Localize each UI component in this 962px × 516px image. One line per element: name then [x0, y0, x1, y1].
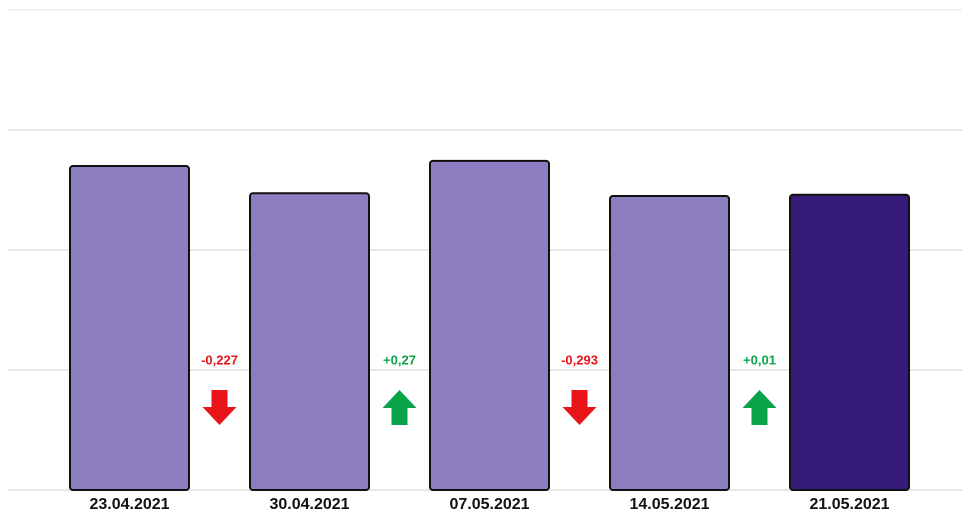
arrow-down — [562, 390, 597, 425]
x-tick-label: 21.05.2021 — [809, 496, 889, 513]
bar — [429, 159, 550, 491]
change-label: +0,01 — [743, 352, 776, 367]
arrow-up — [742, 390, 777, 425]
change-label: +0,27 — [383, 352, 416, 367]
x-tick-label: 07.05.2021 — [449, 496, 529, 513]
bar — [789, 193, 910, 492]
x-tick-label: 23.04.2021 — [89, 496, 169, 513]
bar — [609, 195, 730, 491]
arrow-up — [382, 390, 417, 425]
bar — [249, 192, 370, 492]
change-label: -0,227 — [201, 352, 238, 367]
x-tick-label: 30.04.2021 — [269, 496, 349, 513]
change-label: -0,293 — [561, 352, 598, 367]
x-tick-label: 14.05.2021 — [629, 496, 709, 513]
arrow-down — [202, 390, 237, 425]
bar — [69, 165, 190, 491]
